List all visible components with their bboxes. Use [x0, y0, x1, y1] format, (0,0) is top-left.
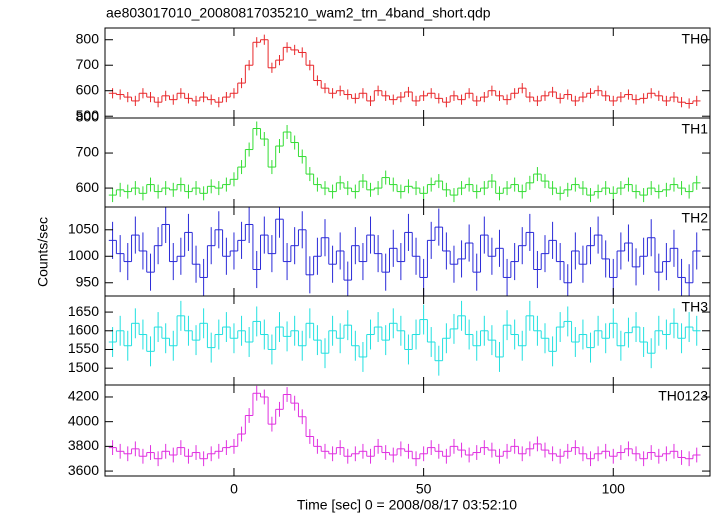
- y-tick-label: 4000: [68, 412, 99, 428]
- y-tick-label: 600: [76, 179, 100, 195]
- panel-label: TH0123: [658, 388, 708, 404]
- y-tick-label: 4200: [68, 388, 99, 404]
- y-axis-label: Counts/sec: [35, 217, 51, 287]
- panel-label: TH1: [682, 121, 709, 137]
- panel-frame: [104, 384, 711, 477]
- y-tick-label: 3600: [68, 462, 99, 478]
- y-tick-label: 800: [76, 109, 100, 125]
- x-tick-label: 50: [416, 481, 432, 497]
- chart-title: ae803017010_20080817035210_wam2_trn_4ban…: [106, 5, 491, 21]
- panel-label: TH0: [682, 31, 709, 47]
- y-tick-label: 1650: [68, 303, 99, 319]
- y-tick-label: 1600: [68, 321, 99, 337]
- x-tick-label: 100: [602, 481, 626, 497]
- y-tick-label: 1500: [68, 359, 99, 375]
- y-tick-label: 700: [76, 56, 100, 72]
- x-tick-label: 0: [230, 481, 238, 497]
- y-tick-label: 950: [76, 273, 100, 289]
- y-tick-label: 3800: [68, 437, 99, 453]
- y-tick-label: 1000: [68, 247, 99, 263]
- y-tick-label: 1550: [68, 340, 99, 356]
- y-tick-label: 1050: [68, 220, 99, 236]
- y-tick-label: 700: [76, 144, 100, 160]
- y-tick-label: 600: [76, 81, 100, 97]
- panel-label: TH3: [682, 299, 709, 315]
- panel-label: TH2: [682, 210, 709, 226]
- x-axis-label: Time [sec] 0 = 2008/08/17 03:52:10: [297, 497, 517, 513]
- y-tick-label: 500: [76, 107, 100, 123]
- y-tick-label: 800: [76, 30, 100, 46]
